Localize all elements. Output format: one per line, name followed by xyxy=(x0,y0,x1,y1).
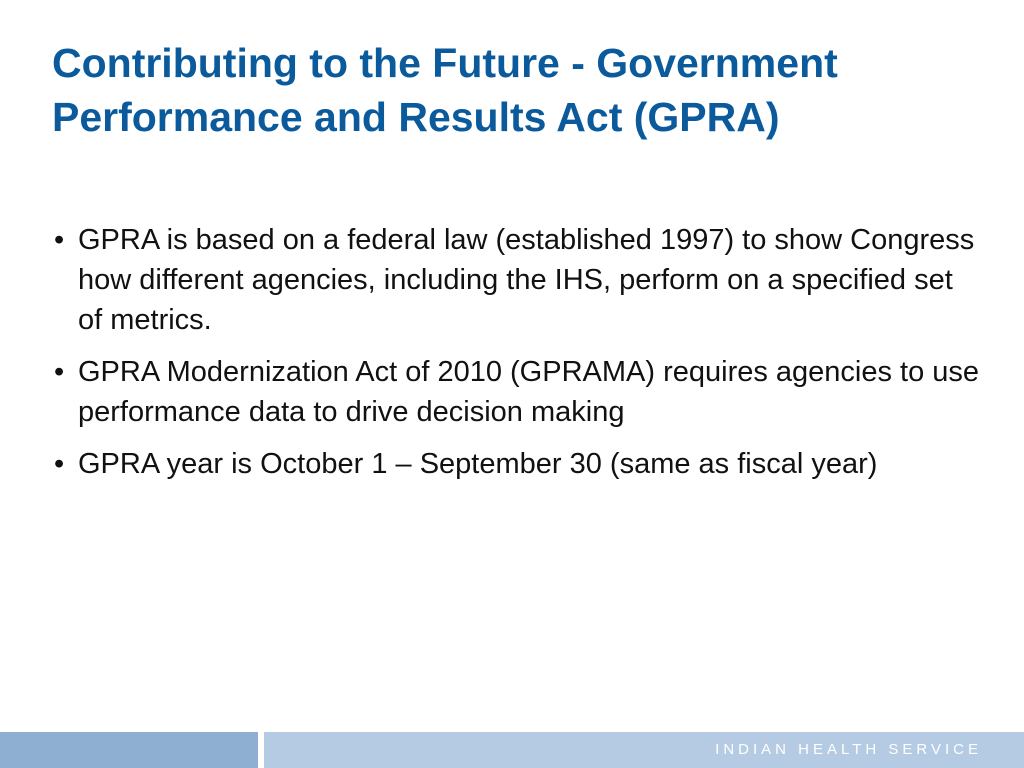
bullet-icon: • xyxy=(54,356,65,388)
bullet-item: • GPRA year is October 1 – September 30 … xyxy=(52,444,982,484)
footer-left-block xyxy=(0,732,258,768)
bullet-list: • GPRA is based on a federal law (establ… xyxy=(52,220,982,496)
bullet-icon: • xyxy=(54,448,65,480)
slide-title: Contributing to the Future - Government … xyxy=(52,40,838,140)
footer-org-name: INDIAN HEALTH SERVICE xyxy=(715,741,982,758)
bullet-item: • GPRA is based on a federal law (establ… xyxy=(52,220,982,340)
bullet-text: GPRA Modernization Act of 2010 (GPRAMA) … xyxy=(78,356,980,428)
bullet-icon: • xyxy=(54,224,65,256)
bullet-item: • GPRA Modernization Act of 2010 (GPRAMA… xyxy=(52,352,982,432)
bullet-text: GPRA is based on a federal law (establis… xyxy=(78,224,975,336)
bullet-text: GPRA year is October 1 – September 30 (s… xyxy=(78,448,878,480)
footer-right-block: INDIAN HEALTH SERVICE xyxy=(264,732,1024,768)
footer-bar: INDIAN HEALTH SERVICE xyxy=(0,732,1024,768)
